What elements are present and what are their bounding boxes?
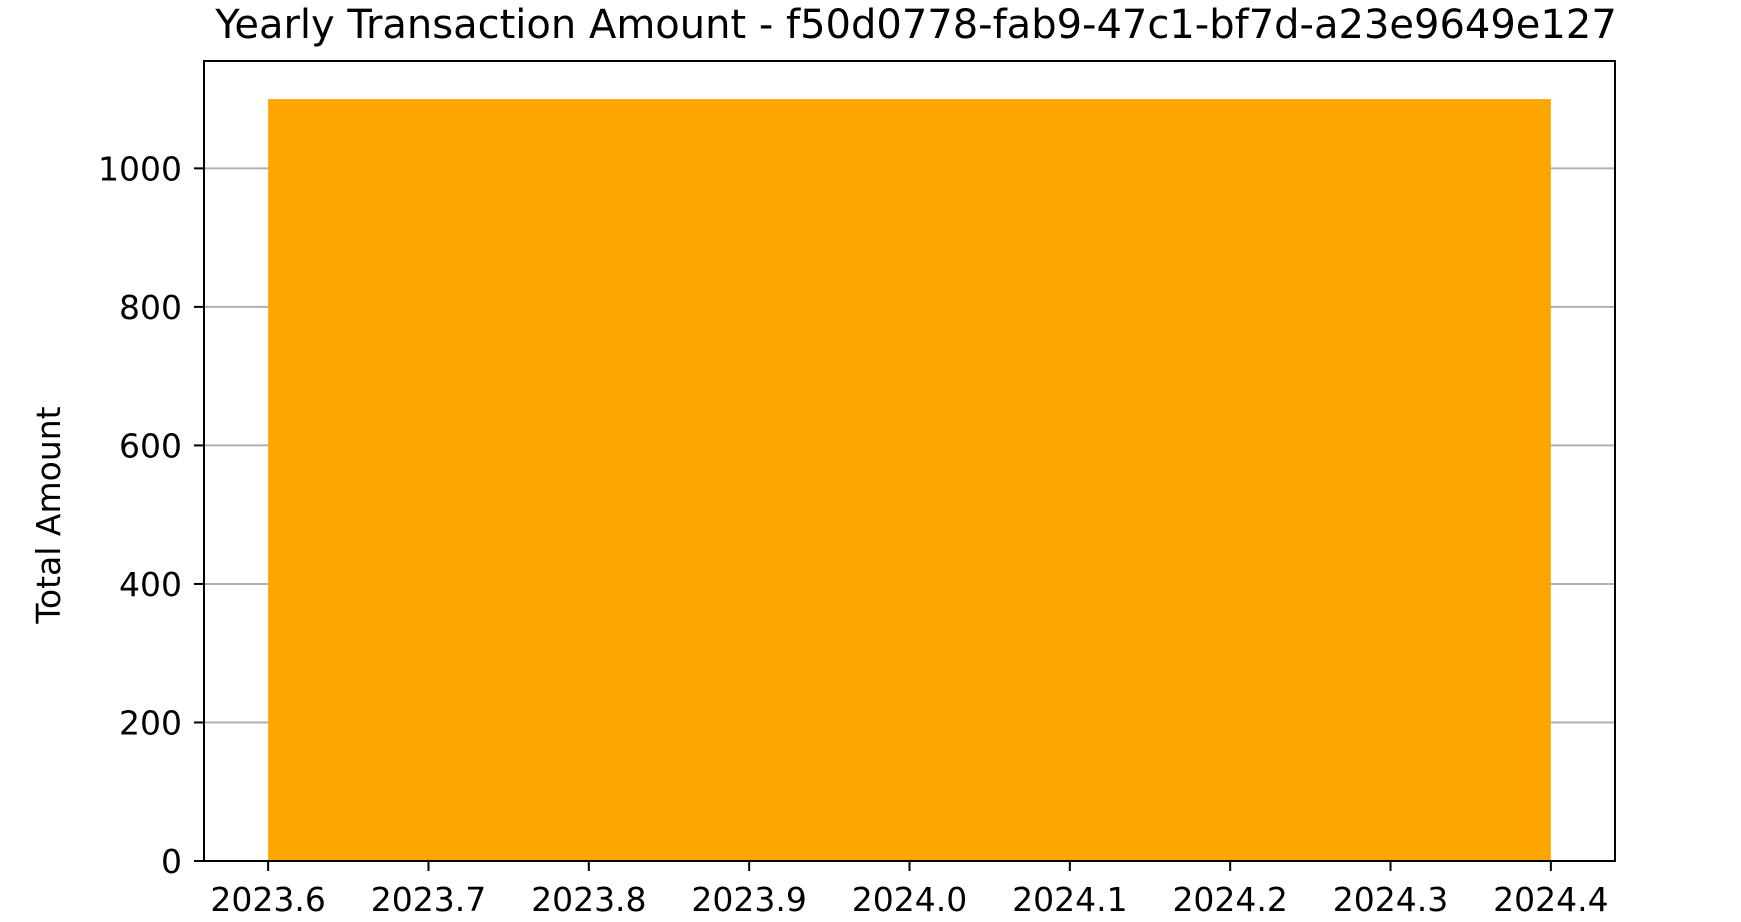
y-tick-label: 800 xyxy=(119,288,182,327)
y-tick-label: 400 xyxy=(119,565,182,604)
x-tick-label: 2024.2 xyxy=(1172,880,1287,919)
x-tick-label: 2024.4 xyxy=(1493,880,1608,919)
x-tick-label: 2023.9 xyxy=(691,880,806,919)
x-tick-label: 2024.3 xyxy=(1333,880,1448,919)
y-axis-label: Total Amount xyxy=(29,406,68,624)
x-axis-ticks: 2023.6 2023.7 2023.8 2023.9 2024.0 2024.1 2024… xyxy=(210,861,1609,919)
y-tick-label: 200 xyxy=(119,703,182,742)
x-tick-label: 2023.8 xyxy=(531,880,646,919)
y-tick-label: 0 xyxy=(161,842,182,881)
y-axis-ticks: 0 200 400 600 800 1000 xyxy=(98,149,204,881)
x-tick-label: 2023.6 xyxy=(210,880,325,919)
y-tick-label: 1000 xyxy=(98,149,182,188)
bars xyxy=(268,99,1551,862)
chart-title: Yearly Transaction Amount - f50d0778-fab… xyxy=(214,2,1617,48)
x-tick-label: 2024.1 xyxy=(1012,880,1127,919)
y-tick-label: 600 xyxy=(119,426,182,465)
x-tick-label: 2023.7 xyxy=(371,880,486,919)
x-tick-label: 2024.0 xyxy=(852,880,967,919)
bar xyxy=(268,99,1551,862)
